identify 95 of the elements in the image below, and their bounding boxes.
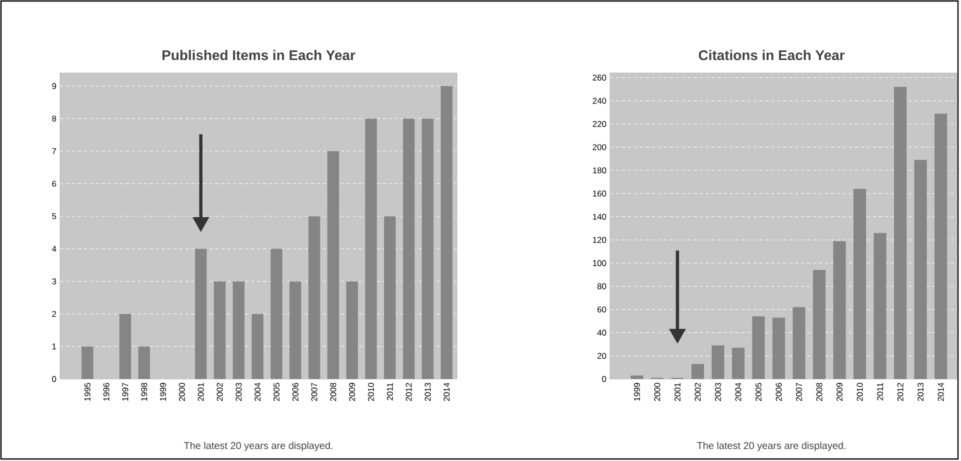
x-tick-label: 1995 [84,382,90,401]
y-tick-label: 160 [593,190,606,197]
bar [232,281,245,380]
y-tick-label: 9 [52,83,56,90]
x-tick-label: 2012 [897,382,904,401]
y-tick-label: 20 [597,352,606,359]
y-tick-label: 0 [602,376,606,382]
y-tick-label: 7 [52,148,56,154]
x-tick-label: 2000 [654,382,660,401]
bar [752,316,765,380]
x-tick-label: 1999 [634,382,640,401]
y-tick-label: 80 [597,283,606,290]
bar [402,118,415,380]
x-tick-label: 2000 [178,382,185,401]
bar [365,118,377,380]
x-tick-label: 2013 [918,382,924,401]
x-tick-label: 2001 [674,382,680,401]
x-tick-label: 2014 [938,382,944,401]
x-tick-label: 2008 [816,382,822,401]
y-tick-label: 1 [52,344,56,350]
x-tick-label: 2009 [836,382,843,401]
x-tick-label: 2001 [198,382,204,401]
bar [691,364,704,380]
x-tick-label: 2008 [330,382,336,401]
text: The latest 20 years are displayed. [696,442,846,452]
x-tick-label: 2002 [216,382,223,401]
bar [712,345,724,380]
y-tick-label: 4 [52,246,56,252]
x-tick-label: 2003 [714,382,721,401]
bar [732,348,745,380]
x-tick-label: 2010 [368,382,374,401]
bar [194,248,207,380]
x-tick-label: 2003 [236,382,242,401]
y-tick-label: 100 [593,260,606,266]
y-tick-label: 6 [52,180,56,187]
bar [82,346,94,380]
bar [630,376,644,380]
y-tick-label: 140 [593,214,606,220]
chart-title: Published Items in Each Year [162,50,356,60]
x-tick-label: 2006 [292,382,298,401]
y-tick-label: 240 [592,98,606,104]
y-tick-label: 0 [52,376,56,382]
x-tick-label: 1998 [141,382,148,401]
x-tick-label: 2014 [444,382,450,401]
bar [346,281,358,380]
x-tick-label: 1997 [122,382,128,401]
bar [384,216,396,380]
y-tick-label: 5 [52,213,56,220]
y-tick-label: 2 [52,310,56,317]
bar [440,86,452,380]
x-tick-label: 2011 [877,382,884,400]
bar [252,314,264,380]
text: The latest 20 years are displayed. [184,442,332,452]
bar [874,232,886,380]
x-tick-label: 2007 [311,382,318,401]
bar [792,307,806,380]
x-tick-label: 2005 [273,382,280,401]
bar [422,118,434,380]
y-tick-label: 60 [598,306,606,312]
y-tick-label: 220 [592,121,606,127]
bar [290,281,302,380]
bar [270,248,282,380]
y-tick-label: 120 [593,236,606,243]
bar [772,318,786,380]
y-tick-label: 180 [593,167,606,174]
x-tick-label: 2013 [424,382,431,401]
x-tick-label: 2012 [406,382,412,401]
bar [833,241,846,380]
bar [214,281,226,380]
x-tick-label: 2010 [856,382,863,401]
bar [138,346,150,380]
y-tick-label: 8 [52,116,56,122]
x-tick-label: 1996 [103,382,110,401]
bar [327,151,340,380]
x-tick-label: 2009 [349,382,356,401]
bar [894,86,907,380]
bar [308,216,320,380]
x-tick-label: 2011 [386,382,393,400]
y-tick-label: 3 [52,278,56,284]
x-tick-label: 1999 [160,382,166,401]
x-tick-label: 2005 [756,382,762,401]
bar [812,270,826,380]
bar [119,314,132,380]
x-tick-label: 2006 [776,382,782,401]
bar [853,188,866,380]
chart-title: Citations in Each Year [698,50,845,60]
x-tick-label: 2004 [735,382,742,401]
y-tick-label: 260 [592,74,606,81]
bar [934,114,948,380]
x-tick-label: 2007 [796,382,802,401]
bar [914,160,927,380]
x-tick-label: 2002 [694,382,701,401]
y-tick-label: 200 [592,144,606,150]
y-tick-label: 40 [597,330,606,336]
x-tick-label: 2004 [254,382,261,401]
